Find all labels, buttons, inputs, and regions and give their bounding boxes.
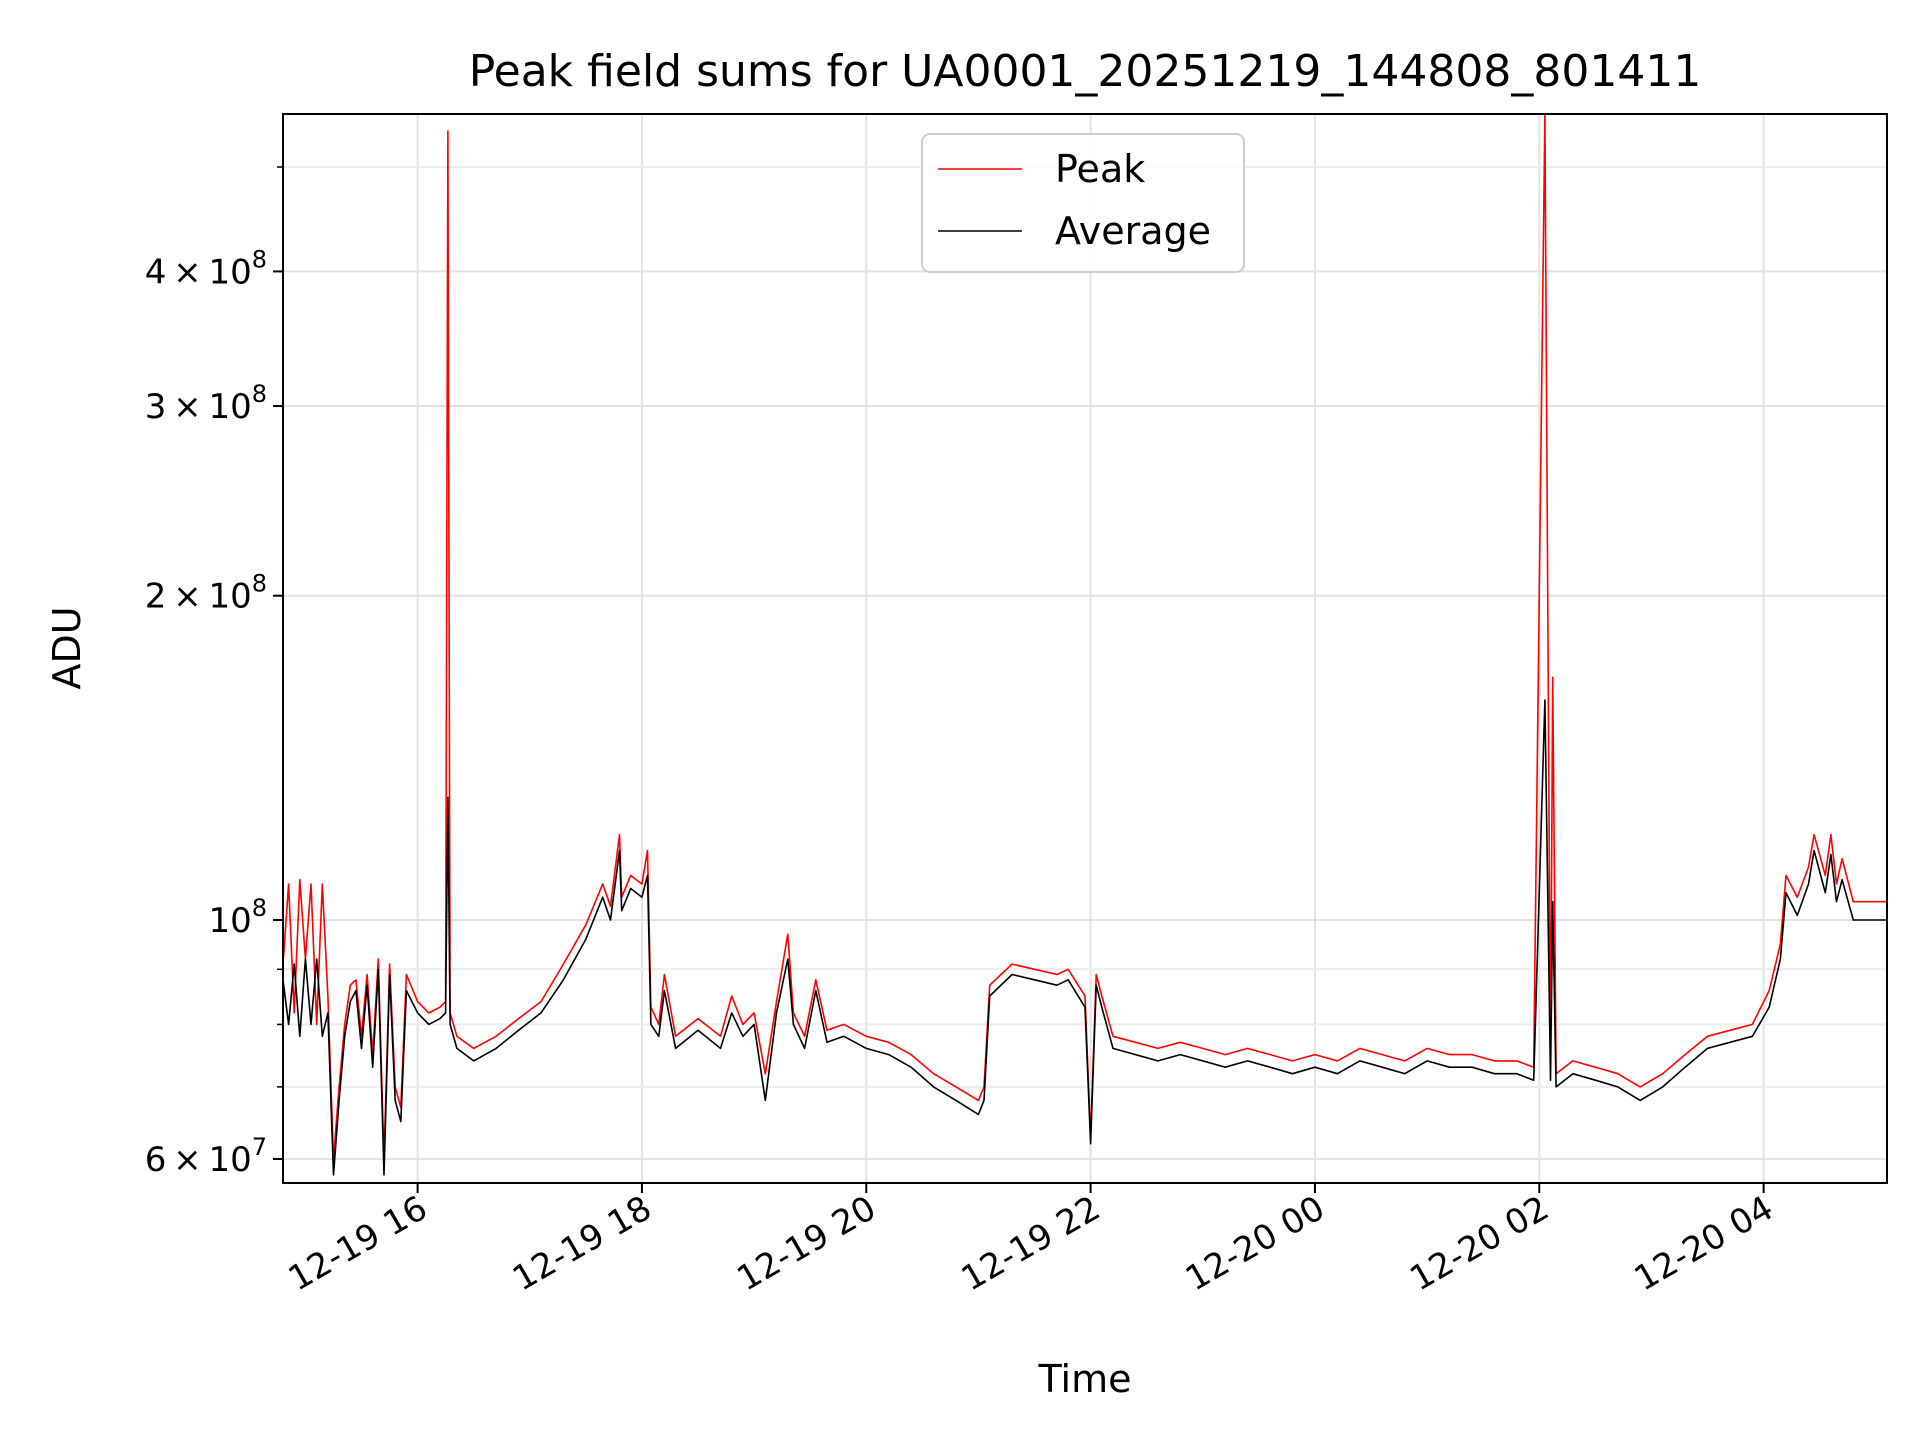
chart-title: Peak field sums for UA0001_20251219_1448… xyxy=(469,46,1702,97)
y-tick-label: 6 × 107 xyxy=(145,1133,267,1180)
x-axis-label: Time xyxy=(1038,1357,1132,1401)
y-tick-exponent: 7 xyxy=(252,1133,267,1161)
y-tick-label: 2 × 108 xyxy=(145,570,267,617)
series-layer xyxy=(282,113,1887,1176)
y-tick-label: 108 xyxy=(208,894,267,941)
legend-label-average: Average xyxy=(1055,209,1211,253)
y-tick-label: 4 × 108 xyxy=(145,245,267,292)
y-tick-exponent: 8 xyxy=(252,245,267,273)
y-tick-exponent: 8 xyxy=(252,380,267,408)
y-tick-mantissa: 3 × 10 xyxy=(145,387,252,427)
legend: Peak Average xyxy=(921,133,1245,273)
y-tick-mantissa: 10 xyxy=(208,901,251,941)
legend-label-peak: Peak xyxy=(1055,147,1145,191)
series-line-average xyxy=(282,699,1887,1176)
plot-frame xyxy=(282,113,1888,1184)
y-tick-exponent: 8 xyxy=(252,570,267,598)
y-tick-mantissa: 2 × 10 xyxy=(145,577,252,617)
y-axis-label: ADU xyxy=(45,606,89,689)
y-tick-mantissa: 6 × 10 xyxy=(145,1140,252,1180)
series-line-peak xyxy=(282,113,1887,1160)
y-tick-label: 3 × 108 xyxy=(145,380,267,427)
y-tick-exponent: 8 xyxy=(252,894,267,922)
y-tick-mantissa: 4 × 10 xyxy=(145,252,252,292)
